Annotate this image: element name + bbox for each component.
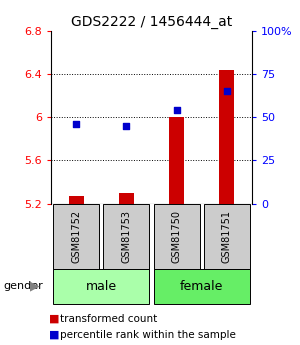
Bar: [103, 204, 149, 269]
Text: ■: ■: [49, 330, 59, 339]
Text: GSM81753: GSM81753: [122, 210, 131, 263]
Bar: [53, 269, 149, 304]
Text: GSM81750: GSM81750: [172, 210, 182, 263]
Bar: [219, 70, 234, 204]
Point: [124, 123, 129, 129]
Point: [174, 108, 179, 113]
Text: GSM81751: GSM81751: [222, 210, 232, 263]
Point: [74, 121, 79, 127]
Bar: [53, 204, 99, 269]
Text: GSM81752: GSM81752: [71, 210, 81, 263]
Text: ▶: ▶: [30, 280, 39, 293]
Bar: [154, 204, 200, 269]
Title: GDS2222 / 1456444_at: GDS2222 / 1456444_at: [71, 14, 232, 29]
Text: gender: gender: [3, 282, 43, 291]
Text: female: female: [180, 280, 224, 293]
Text: male: male: [86, 280, 117, 293]
Bar: [204, 204, 250, 269]
Text: ■: ■: [49, 314, 59, 324]
Point: [224, 89, 229, 94]
Bar: [119, 193, 134, 204]
Text: transformed count: transformed count: [60, 314, 157, 324]
Bar: [69, 196, 84, 204]
Text: percentile rank within the sample: percentile rank within the sample: [60, 330, 236, 339]
Bar: [154, 269, 250, 304]
Bar: [169, 117, 184, 204]
